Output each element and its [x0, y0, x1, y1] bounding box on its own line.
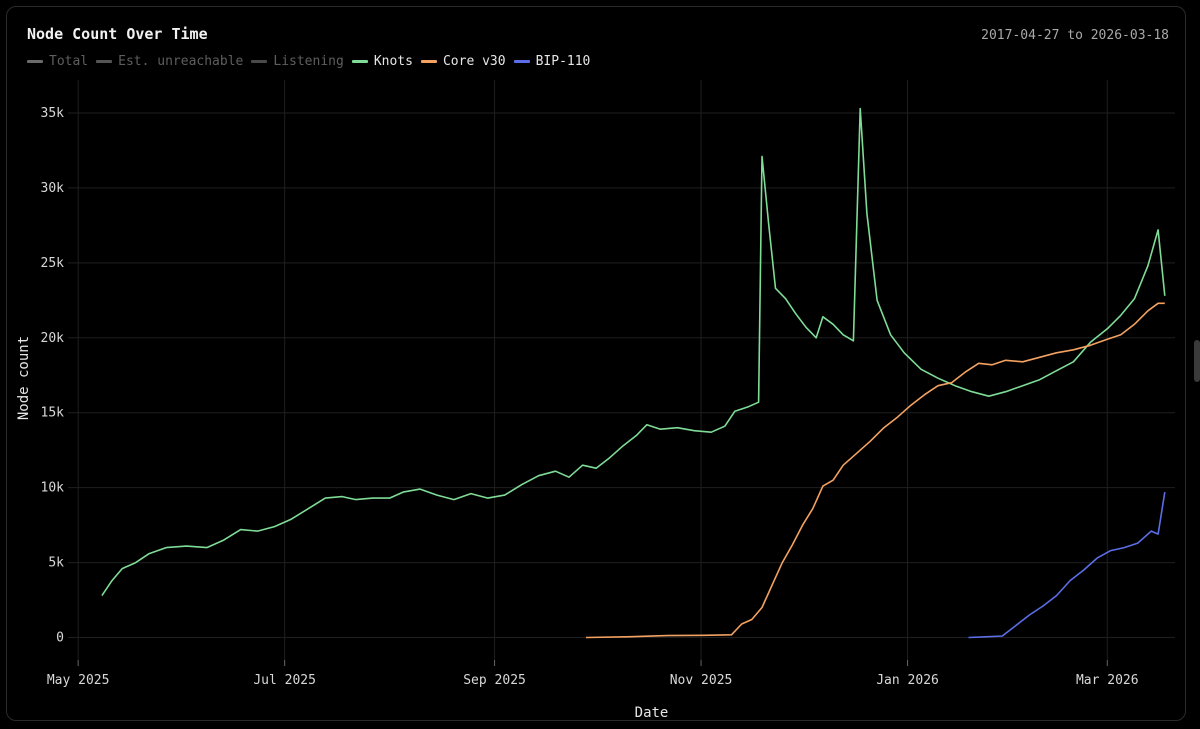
y-tick-label: 20k: [41, 331, 65, 346]
y-tick-label: 15k: [41, 406, 65, 421]
y-tick-label: 25k: [41, 256, 65, 271]
y-tick-label: 0: [56, 631, 64, 646]
series-line-knots: [101, 107, 1166, 597]
y-tick-label: 30k: [41, 181, 65, 196]
legend-label: Core v30: [442, 54, 506, 69]
legend-label: BIP-110: [535, 54, 591, 69]
x-tick-label: Jan 2026: [876, 673, 939, 688]
legend-item-total[interactable]: Total: [27, 54, 88, 69]
x-tick-label: May 2025: [47, 673, 110, 688]
x-tick-label: Mar 2026: [1076, 673, 1139, 688]
series-line-core-v30: [585, 302, 1165, 639]
x-tick-label: Sep 2025: [463, 673, 526, 688]
legend-label: Listening: [273, 54, 344, 69]
legend-item-bip-110[interactable]: BIP-110: [513, 54, 591, 69]
legend-label: Knots: [373, 54, 413, 69]
y-axis-title: Node count: [16, 336, 32, 420]
legend-swatch: [513, 60, 530, 63]
x-tick-label: Jul 2025: [253, 673, 316, 688]
legend-label: Est. unreachable: [118, 54, 244, 69]
chart-card: Node Count Over Time 2017-04-27 to 2026-…: [6, 6, 1186, 721]
y-tick-label: 5k: [48, 556, 64, 571]
legend-item-listening[interactable]: Listening: [251, 54, 344, 69]
legend-swatch: [27, 60, 43, 63]
date-range-label: 2017-04-27 to 2026-03-18: [981, 28, 1169, 43]
legend-swatch: [96, 60, 113, 63]
series-line-bip-110: [968, 491, 1166, 639]
legend: Total Est. unreachable Listening Knots Core …: [27, 54, 590, 69]
legend-swatch: [420, 60, 437, 63]
legend-swatch: [351, 60, 368, 63]
x-axis-title: Date: [635, 705, 669, 721]
x-tick-label: Nov 2025: [670, 673, 733, 688]
y-tick-label: 35k: [41, 106, 65, 121]
legend-label: Total: [49, 54, 89, 69]
chart-title: Node Count Over Time: [27, 25, 208, 43]
legend-item-core-v30[interactable]: Core v30: [420, 54, 506, 69]
scrollbar[interactable]: [1194, 340, 1200, 382]
legend-item-knots[interactable]: Knots: [351, 54, 413, 69]
legend-swatch: [251, 60, 268, 63]
legend-item-est-unreachable[interactable]: Est. unreachable: [96, 54, 243, 69]
y-tick-label: 10k: [41, 481, 65, 496]
